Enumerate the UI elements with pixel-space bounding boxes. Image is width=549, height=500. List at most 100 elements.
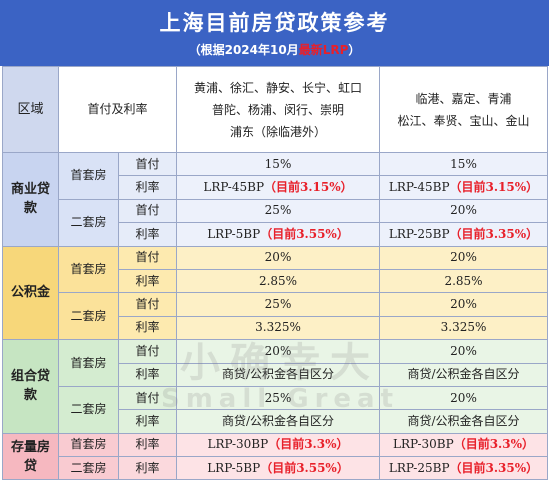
value-text: 商贷/公积金各自区分 <box>221 367 335 382</box>
row-label: 利率 <box>117 222 178 247</box>
current-rate-note: （目前3.3%） <box>453 437 534 452</box>
row-label: 利率 <box>117 268 178 294</box>
category-cell: 公积金 <box>2 245 59 341</box>
row-label: 利率 <box>117 175 178 200</box>
value-cell-district-b: 3.325% <box>379 315 549 341</box>
property-type-cell: 首套房 <box>58 432 119 458</box>
value-text: LRP-25BP <box>388 226 450 241</box>
table-header-row: 区域 首付及利率 黄浦、徐汇、静安、长宁、虹口 普陀、杨浦、闵行、崇明 浦东（除… <box>2 66 549 153</box>
current-rate-note: （目前3.15%） <box>449 180 539 195</box>
subtitle-prefix: （根据2024年10月 <box>188 43 299 57</box>
value-cell-district-a: LRP-45BP（目前3.15%） <box>176 175 381 200</box>
row-label: 首付 <box>117 339 178 364</box>
value-cell-district-a: LRP-5BP（目前3.55%） <box>176 222 381 247</box>
value-text: 15% <box>264 156 292 171</box>
table-row: 二套房 首付 25% 20% <box>3 385 549 434</box>
property-type-cell: 二套房 <box>58 198 119 247</box>
row-label: 首付 <box>117 385 178 411</box>
value-text: 20% <box>450 203 477 218</box>
value-cell-district-b: 15% <box>379 151 549 177</box>
page-title: 上海目前房贷政策参考 <box>159 11 390 35</box>
category-cell: 商业贷款 <box>2 152 59 247</box>
current-rate-note: （目前3.55%） <box>260 226 349 241</box>
value-cell-district-b: LRP-30BP（目前3.3%） <box>379 432 549 458</box>
table-row: 存量房贷 首套房 利率 LRP-30BP（目前3.3%） LRP-30BP（目前3.3%… <box>2 432 549 481</box>
value-text: 20% <box>450 343 477 358</box>
value-text: 商贷/公积金各自区分 <box>407 413 520 428</box>
current-rate-note: （目前3.55%） <box>260 460 349 475</box>
value-text: 20% <box>450 390 477 405</box>
value-cell-district-b: 20% <box>379 245 549 270</box>
property-type-cell: 二套房 <box>58 385 119 434</box>
value-text: 3.325% <box>440 320 487 335</box>
table-row: 公积金 首套房 首付 20% 20% <box>2 245 549 341</box>
policy-body: 商业贷款 首套房 首付 15% 15% 利率 LRP-45BP（目前3.15%） LRP-45… <box>2 151 549 481</box>
value-text: 20% <box>450 297 477 312</box>
table-row: 组合贷款 首套房 首付 20% 20% <box>2 339 549 434</box>
policy-table: 区域 首付及利率 黄浦、徐汇、静安、长宁、虹口 普陀、杨浦、闵行、崇明 浦东（除… <box>2 66 549 481</box>
header-area: 区域 <box>2 66 59 153</box>
district-a-line2: 普陀、杨浦、闵行、崇明 <box>212 102 345 117</box>
value-text: 25% <box>264 203 292 218</box>
value-cell-district-b: 商贷/公积金各自区分 <box>379 362 549 387</box>
value-text: LRP-5BP <box>207 460 261 475</box>
value-text: 2.85% <box>444 273 483 288</box>
value-cell-district-a: 20% <box>176 339 381 364</box>
value-cell-district-a: 商贷/公积金各自区分 <box>176 409 381 434</box>
value-cell-district-a: 3.325% <box>176 315 381 341</box>
row-label: 利率 <box>117 362 178 387</box>
row-label: 利率 <box>117 456 178 481</box>
current-rate-note: （目前3.15%） <box>264 180 353 195</box>
row-label: 首付 <box>117 292 178 317</box>
value-cell-district-a: 15% <box>176 151 381 177</box>
value-cell-district-a: 商贷/公积金各自区分 <box>176 362 381 387</box>
row-label: 首付 <box>117 151 178 177</box>
table-row: 二套房 首付 25% 20% <box>3 198 549 247</box>
value-cell-district-a: 25% <box>176 198 381 224</box>
value-text: 2.85% <box>258 273 298 288</box>
value-cell-district-b: 20% <box>379 292 549 317</box>
table-row: 二套房 首付 25% 20% <box>3 292 549 341</box>
header-district-b: 临港、嘉定、青浦 松江、奉贤、宝山、金山 <box>379 66 549 153</box>
value-cell-district-b: 20% <box>379 385 549 411</box>
value-cell-district-a: 2.85% <box>176 268 381 294</box>
current-rate-note: （目前3.35%） <box>449 460 539 475</box>
value-text: 商贷/公积金各自区分 <box>221 413 335 428</box>
value-text: LRP-5BP <box>207 226 261 241</box>
value-text: 25% <box>264 297 292 312</box>
property-type-cell: 二套房 <box>58 292 119 341</box>
value-text: LRP-45BP <box>388 180 450 195</box>
value-text: LRP-30BP <box>207 437 269 452</box>
category-cell: 组合贷款 <box>2 339 59 434</box>
category-cell: 存量房贷 <box>2 432 59 481</box>
district-b-line1: 临港、嘉定、青浦 <box>415 91 512 106</box>
row-label: 利率 <box>117 432 178 458</box>
value-cell-district-b: LRP-25BP（目前3.35%） <box>379 456 549 481</box>
value-text: 20% <box>264 343 292 358</box>
row-label: 首付 <box>117 198 178 224</box>
value-cell-district-b: LRP-45BP（目前3.15%） <box>379 175 549 200</box>
table-row: 二套房 利率 LRP-5BP（目前3.55%） LRP-25BP（目前3.35%） <box>3 456 549 481</box>
property-type-cell: 首套房 <box>58 152 119 200</box>
table-row: 商业贷款 首套房 首付 15% 15% <box>2 151 549 247</box>
row-label: 利率 <box>117 409 178 434</box>
table-row: 利率 3.325% 3.325% <box>3 315 549 341</box>
value-text: 20% <box>450 250 477 265</box>
value-text: 15% <box>450 156 477 171</box>
value-text: LRP-30BP <box>393 437 454 452</box>
row-label: 利率 <box>117 315 178 341</box>
value-text: LRP-25BP <box>388 460 450 475</box>
page-subtitle: （根据2024年10月最新LRP） <box>0 41 549 58</box>
subtitle-suffix: ） <box>348 43 361 57</box>
table-row: 利率 商贷/公积金各自区分 商贷/公积金各自区分 <box>3 409 549 434</box>
table-row: 利率 商贷/公积金各自区分 商贷/公积金各自区分 <box>3 362 549 387</box>
district-b-line2: 松江、奉贤、宝山、金山 <box>397 113 530 128</box>
title-banner: 上海目前房贷政策参考 （根据2024年10月最新LRP） <box>0 0 549 66</box>
value-cell-district-b: 商贷/公积金各自区分 <box>379 409 549 434</box>
header-down-rate: 首付及利率 <box>57 66 178 153</box>
value-text: 20% <box>264 250 292 265</box>
table-row: 利率 LRP-5BP（目前3.55%） LRP-25BP（目前3.35%） <box>3 222 549 247</box>
table-row: 利率 2.85% 2.85% <box>3 268 549 294</box>
value-text: 25% <box>264 390 292 405</box>
value-cell-district-a: 20% <box>176 245 381 270</box>
